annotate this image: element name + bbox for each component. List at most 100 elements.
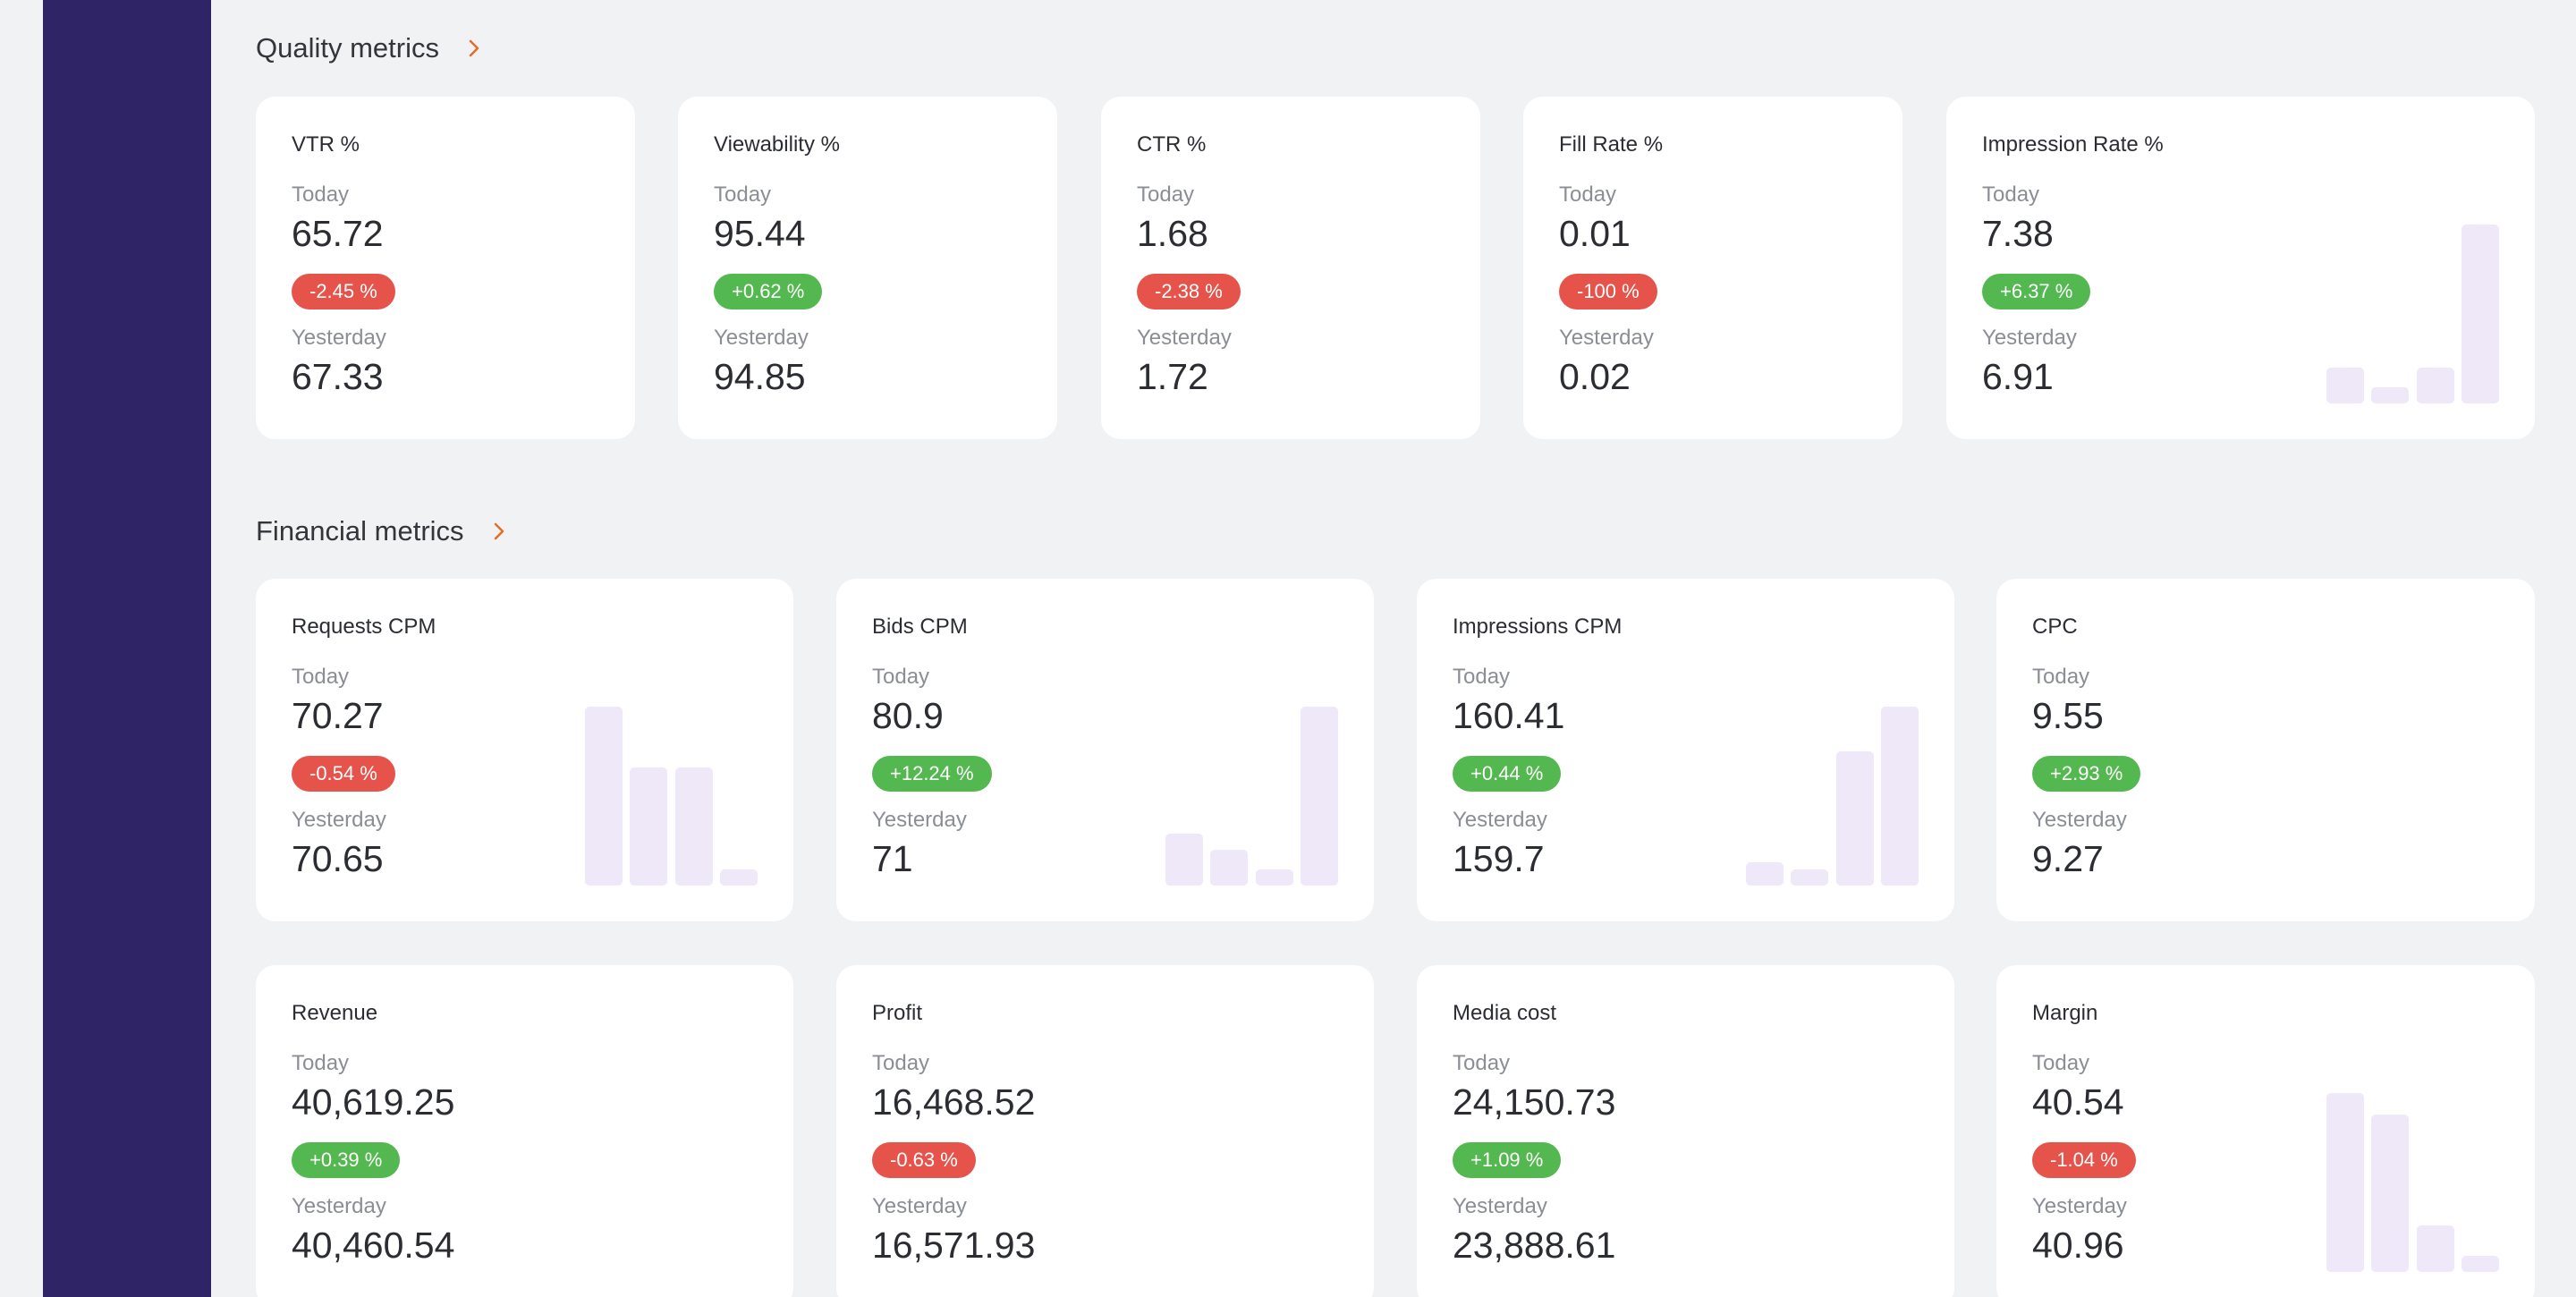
yesterday-value: 0.02 — [1559, 356, 1631, 397]
today-label: Today — [2032, 665, 2090, 689]
metric-card[interactable]: Bids CPM Today 80.9 +12.24 % Yesterday 7… — [836, 579, 1374, 921]
yesterday-label: Yesterday — [2032, 808, 2127, 832]
yesterday-value: 6.91 — [1982, 356, 2054, 397]
change-badge: -2.38 % — [1137, 274, 1241, 309]
today-value: 16,468.52 — [872, 1081, 1036, 1123]
mini-chart-bar — [1746, 862, 1784, 886]
main-content: Quality metrics Financial metrics VTR % … — [256, 0, 2535, 1297]
yesterday-value: 9.27 — [2032, 838, 2104, 879]
metric-card[interactable]: VTR % Today 65.72 -2.45 % Yesterday 67.3… — [256, 97, 635, 439]
change-badge: +0.39 % — [292, 1142, 401, 1178]
metric-title: CPC — [2032, 615, 2078, 639]
metric-title: Revenue — [292, 1001, 378, 1025]
mini-chart-bar — [1836, 751, 1874, 886]
mini-chart-bar — [2326, 368, 2364, 403]
metric-card[interactable]: Margin Today 40.54 -1.04 % Yesterday 40.… — [1996, 965, 2535, 1297]
yesterday-value: 16,571.93 — [872, 1225, 1036, 1266]
mini-chart-bar — [1256, 869, 1293, 886]
yesterday-value: 70.65 — [292, 838, 384, 879]
mini-chart-bar — [1881, 707, 1919, 886]
yesterday-label: Yesterday — [872, 808, 967, 832]
mini-bar-chart — [585, 707, 758, 886]
today-value: 0.01 — [1559, 213, 1631, 254]
mini-chart-bar — [2417, 1225, 2454, 1272]
today-label: Today — [872, 665, 930, 689]
today-value: 9.55 — [2032, 695, 2104, 736]
metric-card[interactable]: Fill Rate % Today 0.01 -100 % Yesterday … — [1523, 97, 1902, 439]
metric-card[interactable]: Viewability % Today 95.44 +0.62 % Yester… — [678, 97, 1057, 439]
mini-chart-bar — [2371, 387, 2409, 403]
yesterday-label: Yesterday — [1453, 808, 1547, 832]
metric-title: Impression Rate % — [1982, 132, 2164, 157]
metric-card[interactable]: Media cost Today 24,150.73 +1.09 % Yeste… — [1417, 965, 1954, 1297]
mini-chart-bar — [1165, 834, 1203, 886]
today-label: Today — [292, 665, 350, 689]
today-label: Today — [1559, 182, 1617, 207]
metric-title: CTR % — [1137, 132, 1207, 157]
metric-title: Viewability % — [714, 132, 840, 157]
yesterday-label: Yesterday — [1453, 1194, 1547, 1218]
yesterday-value: 159.7 — [1453, 838, 1545, 879]
mini-chart-bar — [585, 707, 623, 886]
mini-bar-chart — [2326, 225, 2499, 403]
today-value: 40.54 — [2032, 1081, 2124, 1123]
today-value: 70.27 — [292, 695, 384, 736]
today-value: 7.38 — [1982, 213, 2054, 254]
financial-metrics-title: Financial metrics — [256, 515, 464, 547]
metric-card[interactable]: Requests CPM Today 70.27 -0.54 % Yesterd… — [256, 579, 793, 921]
mini-chart-bar — [1210, 850, 1248, 886]
today-value: 95.44 — [714, 213, 806, 254]
metric-title: Requests CPM — [292, 615, 436, 639]
yesterday-value: 67.33 — [292, 356, 384, 397]
metric-card[interactable]: CPC Today 9.55 +2.93 % Yesterday 9.27 — [1996, 579, 2535, 921]
yesterday-label: Yesterday — [2032, 1194, 2127, 1218]
change-badge: +6.37 % — [1982, 274, 2091, 309]
mini-chart-bar — [675, 767, 713, 886]
change-badge: -0.54 % — [292, 756, 395, 792]
today-value: 40,619.25 — [292, 1081, 455, 1123]
mini-bar-chart — [1746, 707, 1919, 886]
today-value: 1.68 — [1137, 213, 1208, 254]
metric-card[interactable]: Profit Today 16,468.52 -0.63 % Yesterday… — [836, 965, 1374, 1297]
metric-title: Fill Rate % — [1559, 132, 1664, 157]
mini-chart-bar — [1301, 707, 1338, 886]
yesterday-label: Yesterday — [1137, 326, 1232, 350]
metric-card[interactable]: Impressions CPM Today 160.41 +0.44 % Yes… — [1417, 579, 1954, 921]
metric-title: VTR % — [292, 132, 360, 157]
change-badge: -100 % — [1559, 274, 1657, 309]
metric-title: Bids CPM — [872, 615, 968, 639]
mini-chart-bar — [720, 869, 758, 886]
yesterday-label: Yesterday — [292, 808, 386, 832]
today-label: Today — [1982, 182, 2040, 207]
yesterday-label: Yesterday — [292, 326, 386, 350]
mini-chart-bar — [2462, 1256, 2499, 1272]
mini-chart-bar — [2371, 1115, 2409, 1272]
chevron-right-icon[interactable] — [464, 38, 484, 58]
metric-card[interactable]: Impression Rate % Today 7.38 +6.37 % Yes… — [1946, 97, 2535, 439]
today-value: 24,150.73 — [1453, 1081, 1616, 1123]
sidebar — [43, 0, 211, 1297]
metric-title: Margin — [2032, 1001, 2098, 1025]
financial-metrics-header[interactable]: Financial metrics — [256, 515, 509, 547]
chevron-right-icon[interactable] — [489, 521, 509, 541]
mini-chart-bar — [1791, 869, 1828, 886]
yesterday-label: Yesterday — [292, 1194, 386, 1218]
today-label: Today — [714, 182, 772, 207]
today-label: Today — [2032, 1051, 2090, 1075]
today-value: 65.72 — [292, 213, 384, 254]
mini-bar-chart — [2326, 1093, 2499, 1272]
today-value: 160.41 — [1453, 695, 1565, 736]
today-label: Today — [872, 1051, 930, 1075]
yesterday-value: 94.85 — [714, 356, 806, 397]
metric-card[interactable]: Revenue Today 40,619.25 +0.39 % Yesterda… — [256, 965, 793, 1297]
today-value: 80.9 — [872, 695, 944, 736]
quality-metrics-header[interactable]: Quality metrics — [256, 32, 484, 64]
today-label: Today — [292, 1051, 350, 1075]
mini-chart-bar — [2462, 225, 2499, 403]
change-badge: +1.09 % — [1453, 1142, 1562, 1178]
change-badge: -2.45 % — [292, 274, 395, 309]
quality-metrics-title: Quality metrics — [256, 32, 439, 64]
metric-card[interactable]: CTR % Today 1.68 -2.38 % Yesterday 1.72 — [1101, 97, 1480, 439]
yesterday-value: 71 — [872, 838, 913, 879]
yesterday-label: Yesterday — [1982, 326, 2077, 350]
